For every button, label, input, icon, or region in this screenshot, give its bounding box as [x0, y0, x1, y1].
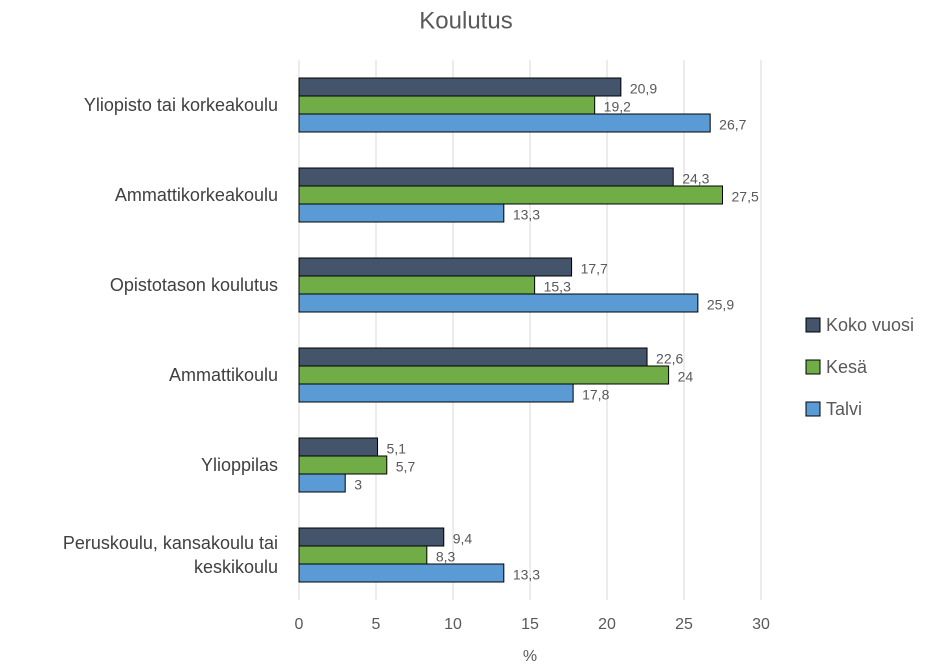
data-label: 9,4 [453, 531, 473, 547]
x-tick-label: 0 [295, 616, 304, 633]
data-label: 5,7 [396, 459, 416, 475]
data-label: 19,2 [604, 99, 631, 115]
data-label: 24,3 [682, 171, 709, 187]
y-tick-label: Ammattikorkeakoulu [114, 185, 278, 205]
x-tick-label: 25 [675, 616, 693, 633]
bar [298, 563, 505, 583]
data-label: 17,7 [581, 261, 608, 277]
y-tick-label: Opistotason koulutus [109, 275, 278, 295]
data-label: 5,1 [387, 441, 407, 457]
data-label: 17,8 [582, 387, 609, 403]
bar [298, 293, 699, 313]
bar [298, 185, 723, 205]
bar [298, 77, 622, 97]
bar [298, 95, 596, 115]
bar [298, 473, 346, 493]
bar [298, 113, 711, 133]
bar [298, 383, 574, 403]
data-label: 20,9 [630, 81, 657, 97]
data-label: 15,3 [544, 279, 571, 295]
data-label: 22,6 [656, 351, 683, 367]
bar [298, 257, 573, 277]
bar [298, 275, 536, 295]
bar [298, 365, 670, 385]
x-tick-label: 20 [598, 616, 616, 633]
data-label: 27,5 [732, 189, 759, 205]
bar [298, 455, 388, 475]
y-tick-label: Peruskoulu, kansakoulu tai keskikoulu [62, 533, 278, 577]
legend-label: Koko vuosi [826, 315, 914, 335]
data-label: 3 [354, 477, 362, 493]
data-label: 13,3 [513, 207, 540, 223]
legend-label: Talvi [826, 399, 862, 419]
chart-title: Koulutus [419, 7, 512, 34]
y-tick-label: Ammattikoulu [168, 365, 278, 385]
data-label: 26,7 [719, 117, 746, 133]
bar [298, 545, 428, 565]
data-label: 13,3 [513, 567, 540, 583]
data-label: 25,9 [707, 297, 734, 313]
data-label: 24 [678, 369, 694, 385]
x-axis-label: % [523, 648, 537, 665]
y-tick-label: Ylioppilas [200, 455, 278, 475]
bar [298, 167, 674, 187]
x-tick-label: 30 [752, 616, 770, 633]
legend-swatch [805, 359, 821, 375]
bar [298, 527, 445, 547]
x-tick-label: 5 [372, 616, 381, 633]
data-label: 8,3 [436, 549, 456, 565]
legend-label: Kesä [826, 357, 868, 377]
x-tick-label: 15 [521, 616, 539, 633]
bar [298, 437, 379, 457]
bar [298, 347, 648, 367]
x-tick-label: 10 [444, 616, 462, 633]
legend-swatch [805, 401, 821, 417]
y-tick-label: Yliopisto tai korkeakoulu [83, 95, 278, 115]
legend-swatch [805, 317, 821, 333]
bar [298, 203, 505, 223]
